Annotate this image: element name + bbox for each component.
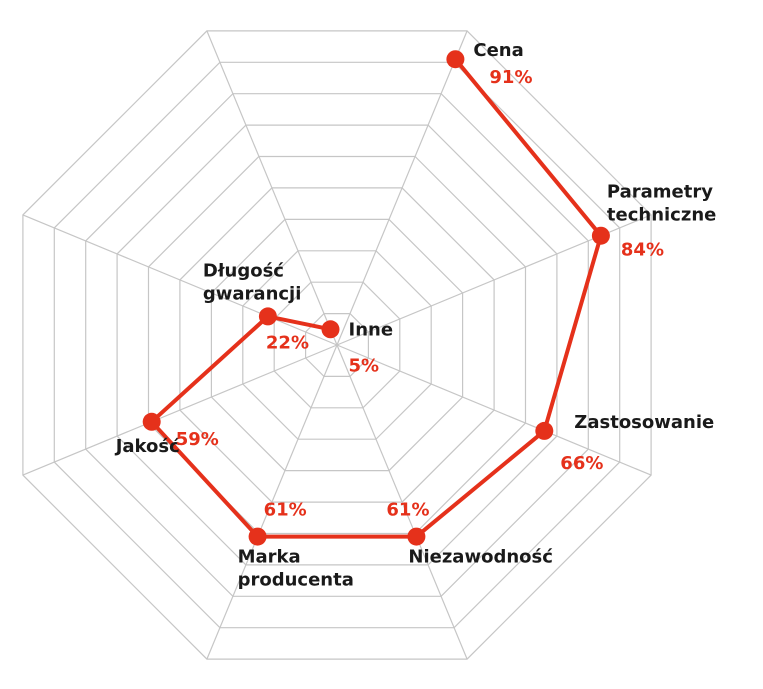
category-label-line: Zastosowanie bbox=[574, 412, 714, 433]
category-label-line: gwarancji bbox=[203, 283, 302, 304]
grid-spoke bbox=[206, 30, 338, 346]
data-point bbox=[591, 226, 610, 245]
category-label-line: Niezawodność bbox=[408, 547, 553, 568]
data-point bbox=[258, 307, 277, 326]
value-label: 91% bbox=[489, 67, 532, 88]
data-point bbox=[248, 527, 267, 546]
value-label: 22% bbox=[266, 332, 309, 353]
category-label-line: Jakość bbox=[114, 436, 180, 457]
data-point bbox=[535, 421, 554, 440]
value-label: 5% bbox=[349, 355, 380, 376]
value-label: 59% bbox=[176, 429, 219, 450]
value-label: 84% bbox=[621, 240, 664, 261]
category-label: Jakość bbox=[114, 436, 180, 457]
series-line bbox=[149, 57, 603, 539]
category-label: Niezawodność bbox=[408, 547, 553, 568]
category-label-line: Inne bbox=[349, 319, 394, 340]
category-label-line: Parametry bbox=[607, 182, 713, 203]
grid-spoke bbox=[336, 344, 468, 660]
value-label: 61% bbox=[386, 500, 429, 521]
category-label: Długość gwarancji bbox=[203, 260, 302, 304]
value-label: 61% bbox=[264, 500, 307, 521]
grid-spoke bbox=[206, 344, 338, 660]
data-point bbox=[142, 412, 161, 431]
category-label: Marka producenta bbox=[238, 547, 354, 591]
value-label: 66% bbox=[560, 453, 603, 474]
category-label-line: producenta bbox=[238, 570, 354, 591]
grid bbox=[22, 30, 652, 660]
category-label: Cena bbox=[473, 40, 523, 61]
data-point bbox=[446, 50, 465, 69]
grid-spoke bbox=[336, 30, 468, 346]
category-label-line: Marka bbox=[238, 547, 301, 568]
grid-spoke bbox=[22, 214, 338, 346]
category-label: Zastosowanie bbox=[574, 412, 714, 433]
grid-spoke bbox=[336, 344, 652, 476]
category-label-line: Cena bbox=[473, 40, 523, 61]
category-label-line: techniczne bbox=[607, 205, 716, 226]
data-point bbox=[321, 320, 340, 339]
category-label: Inne bbox=[349, 319, 394, 340]
grid-spoke bbox=[22, 344, 338, 476]
category-label-line: Długość bbox=[203, 260, 284, 281]
data-point bbox=[407, 527, 426, 546]
category-label: Parametry techniczne bbox=[607, 182, 716, 226]
